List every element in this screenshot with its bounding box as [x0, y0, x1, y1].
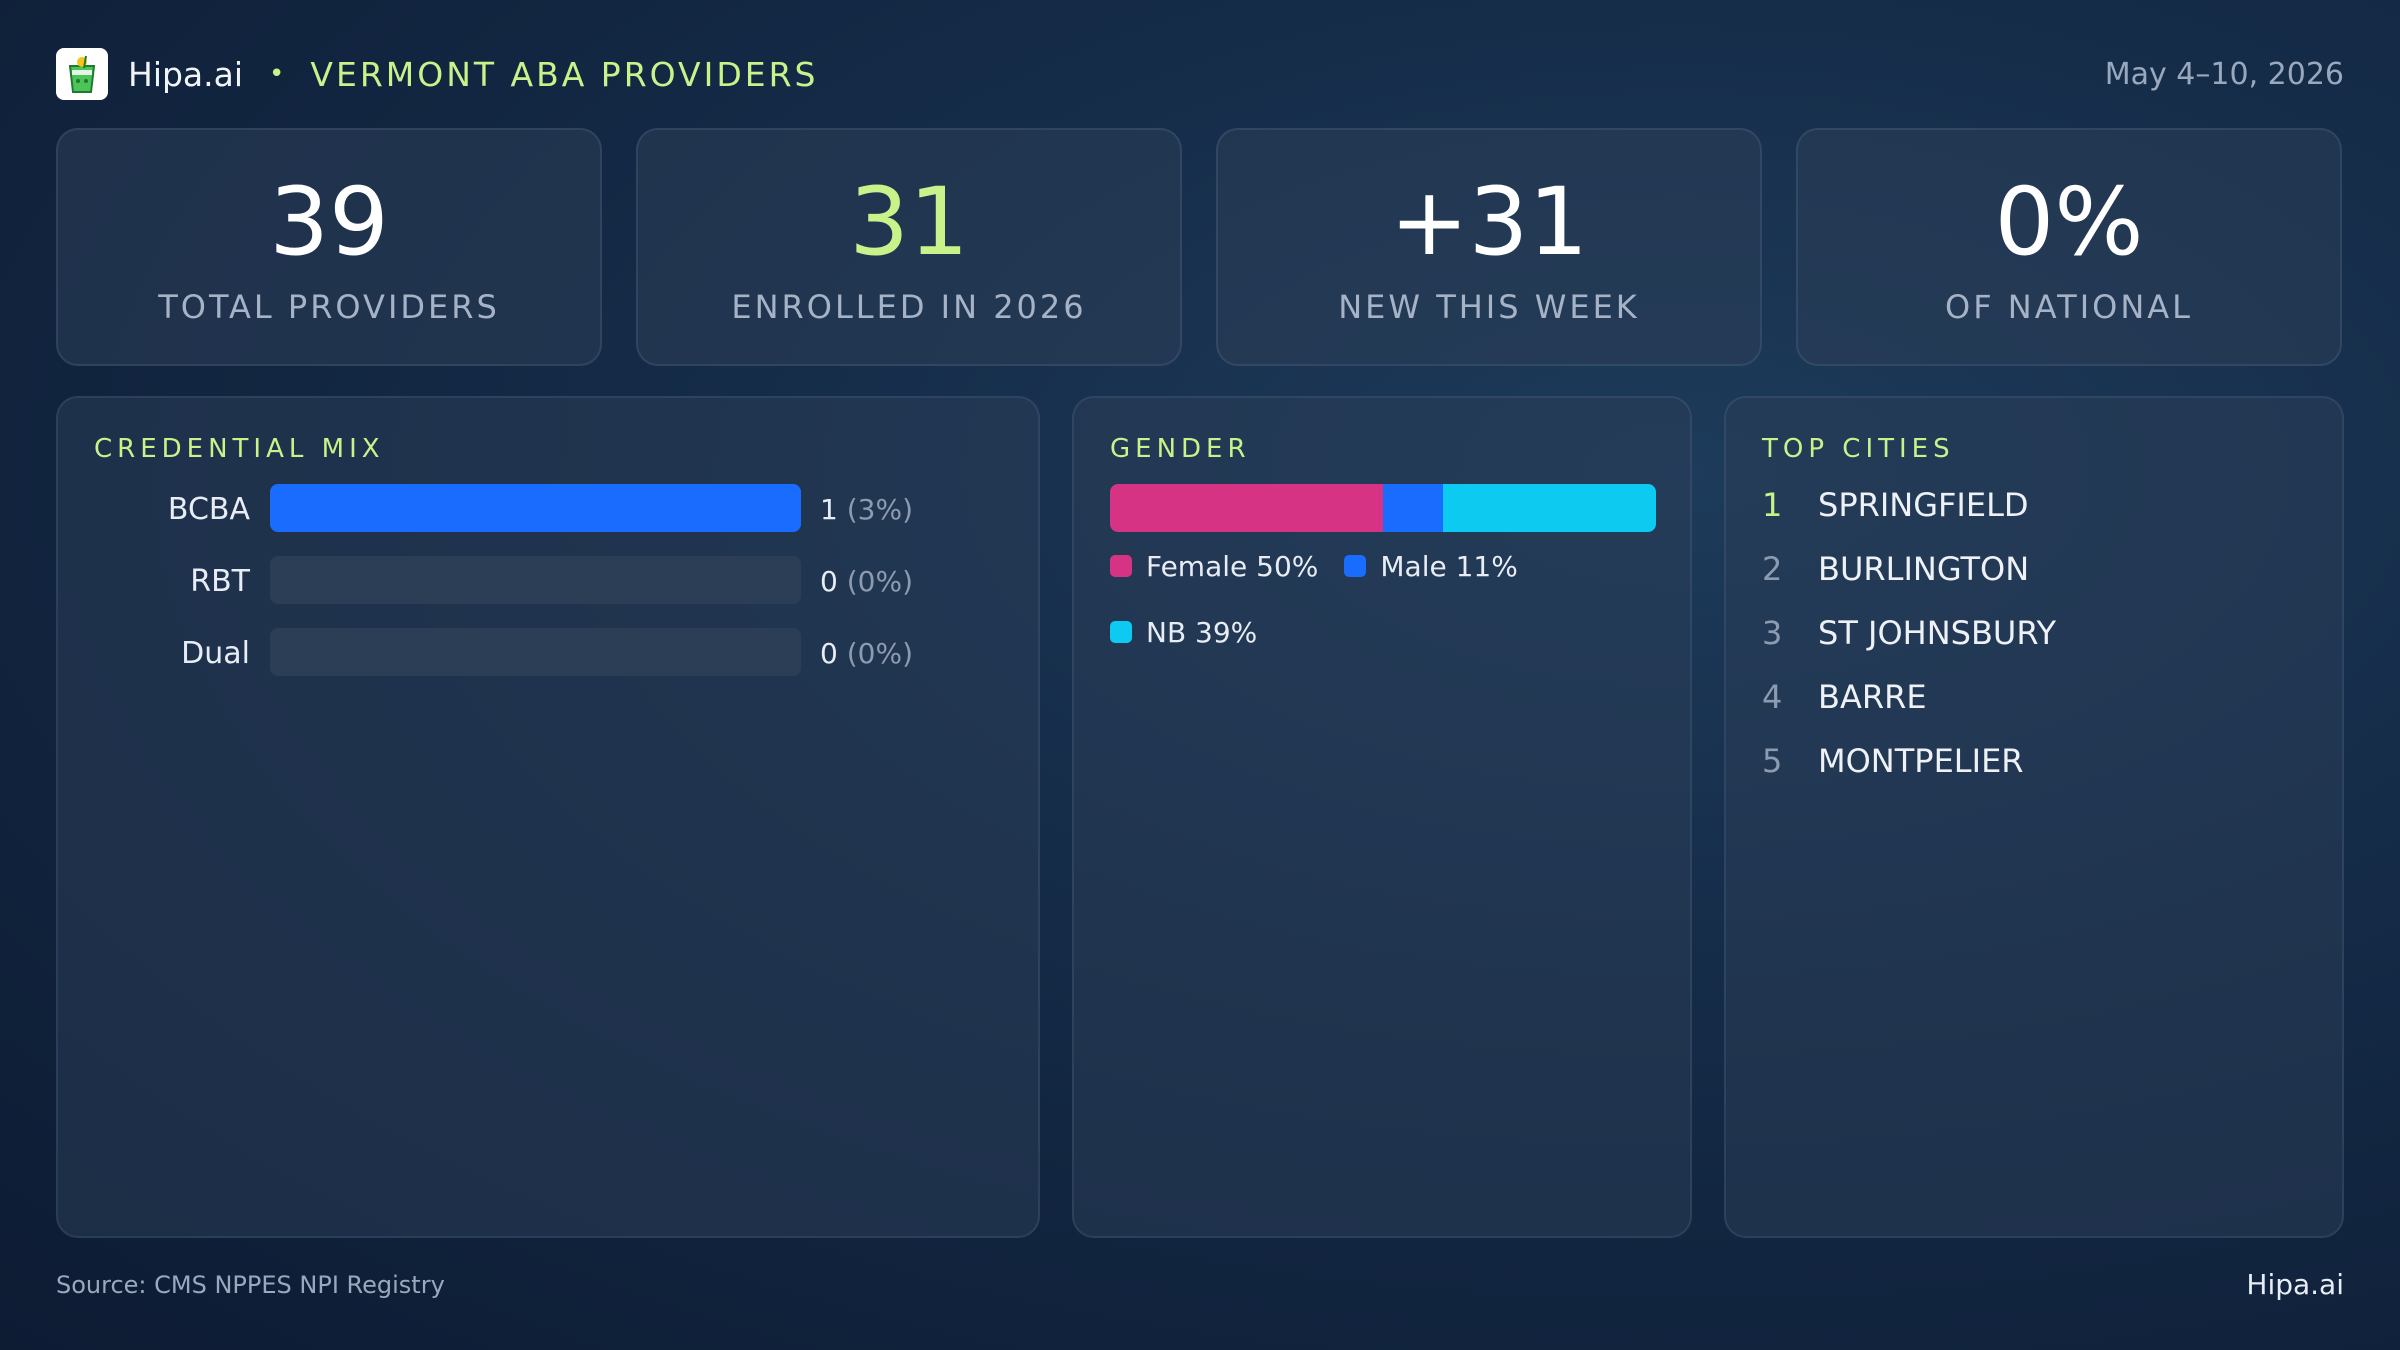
stat-card-of-national: 0% OF NATIONAL — [1796, 128, 2342, 366]
stat-label: ENROLLED IN 2026 — [731, 288, 1087, 326]
credential-pct: (0%) — [846, 637, 914, 670]
source-note: Source: CMS NPPES NPI Registry — [56, 1271, 445, 1299]
gender-legend: Female 50% Male 11% NB 39% — [1110, 550, 1670, 682]
legend-swatch — [1110, 621, 1132, 643]
gender-legend-item: Female 50% — [1110, 549, 1319, 583]
credential-row-rbt: RBT 0 (0%) — [94, 556, 994, 606]
credential-value: 0 (0%) — [820, 637, 913, 670]
credential-row-dual: Dual 0 (0%) — [94, 628, 994, 678]
credential-bar-track — [270, 556, 801, 604]
credential-row-bcba: BCBA 1 (3%) — [94, 484, 994, 534]
city-name: SPRINGFIELD — [1818, 486, 2029, 524]
stat-label: OF NATIONAL — [1945, 288, 2193, 326]
city-rank: 4 — [1762, 678, 1783, 716]
gender-bar-segment — [1110, 484, 1383, 532]
gender-legend-item: Male 11% — [1344, 549, 1518, 583]
city-name: BURLINGTON — [1818, 550, 2030, 588]
gender-legend-item: NB 39% — [1110, 615, 1258, 649]
credential-label: Dual — [181, 636, 250, 671]
credential-count: 0 — [820, 565, 838, 598]
credential-bar-track — [270, 628, 801, 676]
stat-card-new-this-week: +31 NEW THIS WEEK — [1216, 128, 1762, 366]
legend-label: Female 50% — [1146, 549, 1319, 583]
brand-name: Hipa.ai — [128, 54, 244, 94]
gender-bar-segment — [1383, 484, 1444, 532]
credential-bar-track — [270, 484, 801, 532]
city-name: BARRE — [1818, 678, 1927, 716]
legend-swatch — [1110, 555, 1132, 577]
panel-title: GENDER — [1110, 434, 1251, 464]
hipa-logo-icon — [56, 48, 108, 100]
gender-panel: GENDER Female 50% Male 11% NB 39% — [1072, 396, 1692, 1238]
legend-swatch — [1344, 555, 1367, 577]
gender-bar-segment — [1443, 484, 1656, 532]
credential-count: 0 — [820, 637, 838, 670]
city-rank: 3 — [1762, 614, 1783, 652]
panel-title: CREDENTIAL MIX — [94, 434, 385, 464]
city-list-item: 3 ST JOHNSBURY — [1762, 614, 2056, 658]
title-separator: • — [269, 59, 285, 89]
city-list-item: 2 BURLINGTON — [1762, 550, 2029, 594]
credential-bar-fill — [270, 484, 801, 532]
city-list-item: 1 SPRINGFIELD — [1762, 486, 2029, 530]
stat-value: 39 — [269, 168, 389, 277]
gender-stacked-bar — [1110, 484, 1656, 532]
city-rank: 2 — [1762, 550, 1783, 588]
credential-count: 1 — [820, 493, 838, 526]
credential-value: 1 (3%) — [820, 493, 913, 526]
stat-value: 31 — [849, 168, 969, 277]
credential-label: BCBA — [167, 492, 250, 527]
credential-mix-panel: CREDENTIAL MIX BCBA 1 (3%) RBT 0 (0%) Du… — [56, 396, 1040, 1238]
city-rank: 5 — [1762, 742, 1783, 780]
legend-label: Male 11% — [1380, 549, 1518, 583]
city-name: ST JOHNSBURY — [1818, 614, 2057, 652]
stat-card-total-providers: 39 TOTAL PROVIDERS — [56, 128, 602, 366]
credential-pct: (3%) — [846, 493, 914, 526]
page-title: VERMONT ABA PROVIDERS — [310, 54, 819, 94]
city-name: MONTPELIER — [1818, 742, 2024, 780]
credential-value: 0 (0%) — [820, 565, 913, 598]
date-range: May 4–10, 2026 — [2104, 56, 2344, 92]
city-rank: 1 — [1762, 486, 1783, 524]
legend-label: NB 39% — [1146, 615, 1258, 649]
panel-title: TOP CITIES — [1762, 434, 1955, 464]
stat-label: TOTAL PROVIDERS — [158, 288, 500, 326]
stat-value: +31 — [1389, 168, 1589, 277]
credential-label: RBT — [190, 564, 250, 599]
footer-brand: Hipa.ai — [2246, 1268, 2344, 1301]
top-cities-panel: TOP CITIES 1 SPRINGFIELD 2 BURLINGTON 3 ST … — [1724, 396, 2344, 1238]
city-list-item: 5 MONTPELIER — [1762, 742, 2024, 786]
header-bar: Hipa.ai • VERMONT ABA PROVIDERS May 4–10… — [56, 46, 2344, 102]
stat-label: NEW THIS WEEK — [1338, 288, 1640, 326]
credential-pct: (0%) — [846, 565, 914, 598]
stat-value: 0% — [1994, 168, 2144, 277]
stat-card-enrolled: 31 ENROLLED IN 2026 — [636, 128, 1182, 366]
city-list-item: 4 BARRE — [1762, 678, 1927, 722]
